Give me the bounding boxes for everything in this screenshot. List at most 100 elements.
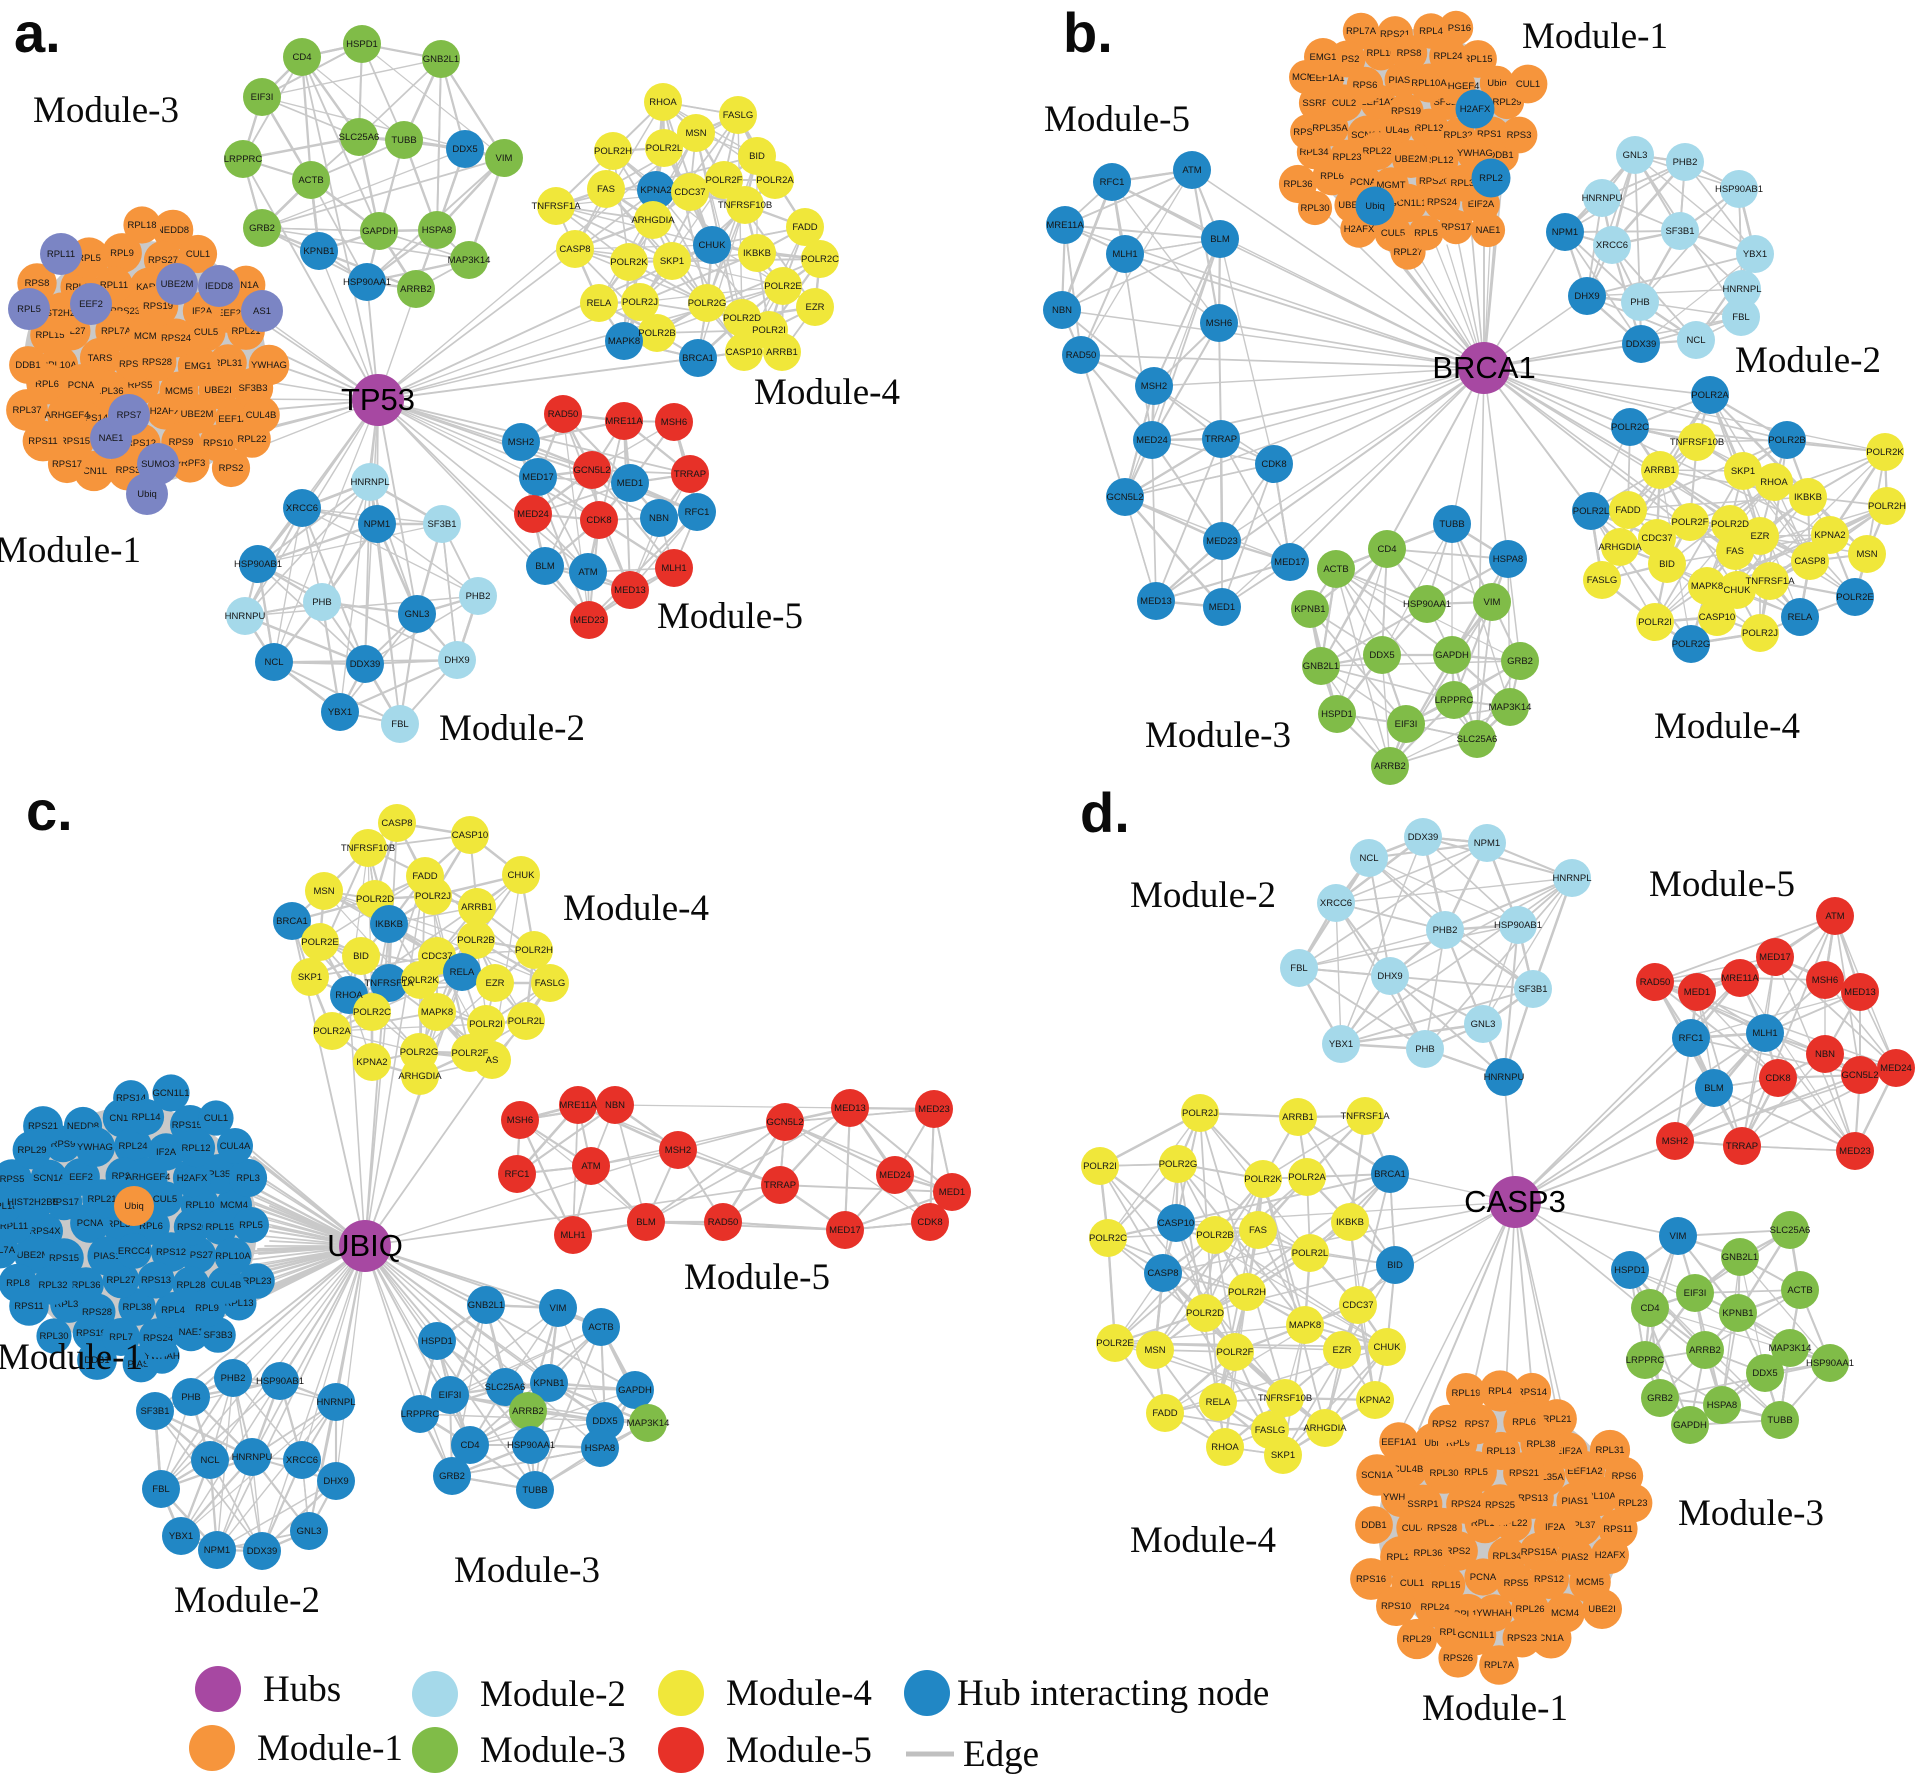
- svg-text:RPS11: RPS11: [1293, 127, 1322, 138]
- svg-text:RPL18: RPL18: [127, 220, 156, 231]
- svg-text:RPL34: RPL34: [1492, 1551, 1521, 1562]
- svg-text:MED24: MED24: [1880, 1063, 1912, 1074]
- svg-text:POLR2B: POLR2B: [1196, 1230, 1234, 1241]
- svg-text:RPS14: RPS14: [116, 1093, 146, 1104]
- svg-text:Module-1: Module-1: [0, 1337, 143, 1378]
- svg-text:MLH1: MLH1: [1112, 249, 1137, 260]
- svg-text:RPL7A: RPL7A: [0, 1245, 16, 1256]
- svg-text:KPNB1: KPNB1: [1294, 604, 1325, 615]
- svg-text:POLR2J: POLR2J: [1182, 1108, 1218, 1119]
- svg-text:PRPF3: PRPF3: [175, 458, 206, 469]
- svg-text:UBE2I: UBE2I: [204, 385, 231, 396]
- svg-text:POLR2B: POLR2B: [638, 328, 676, 339]
- svg-text:POLR2L: POLR2L: [646, 143, 682, 154]
- svg-text:CASP8: CASP8: [1147, 1268, 1178, 1279]
- svg-text:RPL24: RPL24: [118, 1141, 147, 1152]
- svg-text:VIM: VIM: [496, 153, 513, 164]
- svg-text:Module-3: Module-3: [1678, 1493, 1824, 1534]
- svg-text:ARHGEF4: ARHGEF4: [126, 1172, 171, 1183]
- svg-text:RPL27: RPL27: [1393, 247, 1422, 258]
- svg-text:RPS15A: RPS15A: [1521, 1547, 1558, 1558]
- svg-text:YWHAG: YWHAG: [1383, 1492, 1419, 1503]
- svg-text:CDC37: CDC37: [674, 187, 705, 198]
- svg-text:MED23: MED23: [918, 1104, 950, 1115]
- svg-text:POLR2G: POLR2G: [1159, 1159, 1198, 1170]
- svg-text:RPS24: RPS24: [1451, 1499, 1481, 1510]
- svg-text:RPS10: RPS10: [203, 438, 233, 449]
- svg-text:TNFRSF1A: TNFRSF1A: [364, 978, 414, 989]
- svg-text:Module-3: Module-3: [454, 1550, 600, 1591]
- svg-text:HSPA8: HSPA8: [585, 1443, 615, 1454]
- svg-text:Module-5: Module-5: [657, 596, 803, 637]
- svg-text:CDK8: CDK8: [917, 1217, 942, 1228]
- svg-text:EIF3I: EIF3I: [251, 92, 274, 103]
- svg-text:DDB1: DDB1: [1361, 1520, 1386, 1531]
- svg-text:RPL38: RPL38: [1526, 1439, 1555, 1450]
- svg-text:EEF2: EEF2: [69, 1172, 93, 1183]
- svg-text:RPL37: RPL37: [1566, 1520, 1595, 1531]
- svg-text:CUL1: CUL1: [1516, 79, 1540, 90]
- svg-text:RPL13: RPL13: [224, 1298, 253, 1309]
- svg-text:AS: AS: [486, 1055, 499, 1066]
- svg-text:RFC1: RFC1: [1679, 1033, 1704, 1044]
- svg-text:POLR2E: POLR2E: [1836, 592, 1874, 603]
- svg-text:RPL36: RPL36: [1283, 179, 1312, 190]
- svg-text:TRRAP: TRRAP: [764, 1180, 796, 1191]
- svg-text:Module-2: Module-2: [1735, 340, 1881, 381]
- svg-text:GCN5L2: GCN5L2: [1842, 1070, 1879, 1081]
- svg-text:NEDD8: NEDD8: [157, 225, 189, 236]
- svg-text:RPS28: RPS28: [1427, 1523, 1457, 1534]
- svg-text:RPL9: RPL9: [110, 248, 134, 259]
- svg-text:POLR2E: POLR2E: [301, 937, 339, 948]
- svg-text:RPL15: RPL15: [1463, 54, 1492, 65]
- svg-text:RPS12: RPS12: [156, 1247, 186, 1258]
- svg-text:SSRP1: SSRP1: [1407, 1499, 1438, 1510]
- svg-text:RPL22: RPL22: [1362, 146, 1391, 157]
- svg-text:Ubiq: Ubiq: [1424, 1438, 1444, 1449]
- svg-text:GAPDH: GAPDH: [1435, 650, 1469, 661]
- svg-text:CHUK: CHUK: [1374, 1342, 1402, 1353]
- svg-text:RPS28: RPS28: [142, 357, 172, 368]
- svg-text:KPNB1: KPNB1: [1722, 1308, 1753, 1319]
- svg-text:MED24: MED24: [1136, 435, 1168, 446]
- svg-text:RPL37: RPL37: [12, 405, 41, 416]
- svg-text:GCN5L2: GCN5L2: [574, 465, 611, 476]
- svg-text:RPS6: RPS6: [1353, 80, 1378, 91]
- svg-text:RPL10A: RPL10A: [41, 360, 77, 371]
- svg-text:DDB1: DDB1: [84, 1355, 109, 1366]
- svg-text:FADD: FADD: [792, 222, 817, 233]
- svg-text:RPS14: RPS14: [78, 413, 108, 424]
- svg-text:MCM5: MCM5: [1576, 1577, 1604, 1588]
- svg-text:HSPD1: HSPD1: [346, 39, 378, 50]
- svg-text:GNL3: GNL3: [1623, 150, 1648, 161]
- svg-text:SF3B1: SF3B1: [1665, 226, 1694, 237]
- svg-text:FBL: FBL: [391, 719, 408, 730]
- svg-text:UBE2M: UBE2M: [1395, 154, 1428, 165]
- svg-text:MRE11A: MRE11A: [1721, 973, 1759, 984]
- svg-text:SSRP1: SSRP1: [1302, 98, 1333, 109]
- svg-text:RPL31: RPL31: [1595, 1445, 1624, 1456]
- svg-text:FASLG: FASLG: [535, 978, 566, 989]
- svg-text:POLR2L: POLR2L: [508, 1016, 544, 1027]
- svg-text:EIF2A: EIF2A: [1468, 199, 1495, 210]
- svg-text:RPS2: RPS2: [1335, 54, 1360, 65]
- svg-text:IKBKB: IKBKB: [1336, 1217, 1364, 1228]
- svg-text:HSPD1: HSPD1: [1321, 709, 1353, 720]
- svg-text:FADD: FADD: [412, 871, 437, 882]
- svg-text:RPL28: RPL28: [176, 1280, 205, 1291]
- svg-text:MED17: MED17: [1759, 952, 1791, 963]
- svg-text:POLR2G: POLR2G: [1672, 639, 1711, 650]
- svg-text:SKP1: SKP1: [1731, 466, 1755, 477]
- svg-text:DHX9: DHX9: [1574, 291, 1599, 302]
- svg-text:NBN: NBN: [1815, 1049, 1835, 1060]
- svg-text:XRCC6: XRCC6: [286, 503, 318, 514]
- svg-text:RPL7A: RPL7A: [1484, 1660, 1515, 1671]
- svg-text:GCN1L1: GCN1L1: [1390, 198, 1427, 209]
- svg-text:CD4: CD4: [460, 1440, 479, 1451]
- svg-text:RPL10A: RPL10A: [1411, 78, 1447, 89]
- svg-text:RPL10A: RPL10A: [1580, 1491, 1616, 1502]
- svg-text:ARRB2: ARRB2: [400, 284, 432, 295]
- svg-text:POLR2F: POLR2F: [452, 1048, 489, 1059]
- svg-text:POLR2K: POLR2K: [1866, 447, 1904, 458]
- svg-text:NAE1: NAE1: [1476, 225, 1501, 236]
